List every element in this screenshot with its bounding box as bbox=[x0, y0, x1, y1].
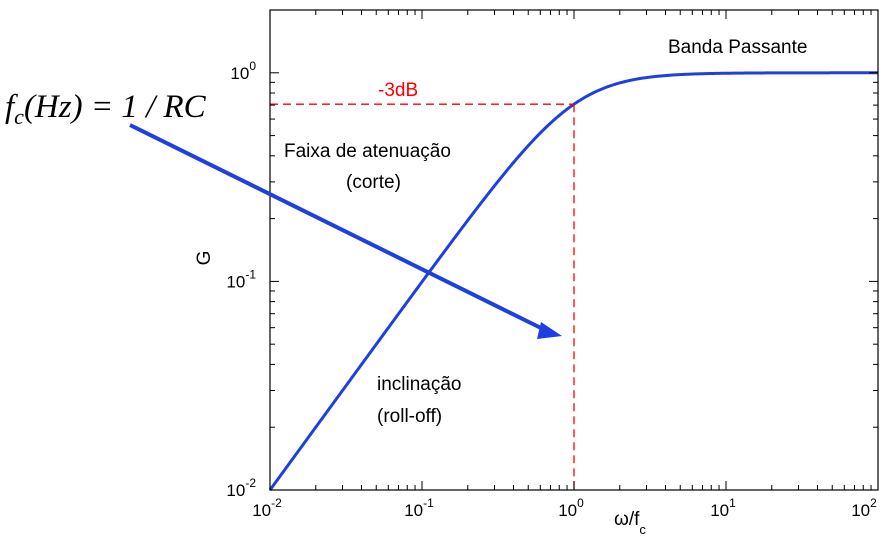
x-tick-label-exponent: -2 bbox=[271, 496, 282, 510]
x-tick-label-exponent: 0 bbox=[577, 496, 584, 510]
x-tick-label-exponent: 2 bbox=[870, 496, 877, 510]
y-tick-label-exponent: -2 bbox=[245, 476, 256, 490]
x-tick-label-base: 10 bbox=[851, 501, 870, 520]
minus-3db-label: -3dB bbox=[378, 80, 418, 101]
formula-rest: (Hz) = 1 / RC bbox=[24, 89, 207, 125]
y-tick-label: 10-1 bbox=[226, 267, 256, 291]
formula-subscript: c bbox=[14, 104, 24, 129]
y-axis-label: G bbox=[194, 251, 215, 266]
x-tick-label-base: 10 bbox=[404, 501, 423, 520]
x-tick-label: 100 bbox=[558, 496, 584, 520]
x-tick-label: 102 bbox=[851, 496, 877, 520]
x-tick-label: 10-1 bbox=[404, 496, 434, 520]
rolloff-label-line1: inclinação bbox=[377, 374, 462, 395]
x-axis-label-main: ω/f bbox=[614, 509, 640, 530]
y-tick-label-base: 10 bbox=[226, 272, 245, 291]
x-tick-label-base: 10 bbox=[252, 501, 271, 520]
attenuation-label-line1: Faixa de atenuação bbox=[284, 141, 451, 162]
tick-marks bbox=[269, 9, 878, 491]
rolloff-label-line2: (roll-off) bbox=[377, 406, 442, 427]
x-axis-label-subscript: c bbox=[639, 522, 646, 537]
y-tick-label-exponent: -1 bbox=[245, 267, 256, 281]
arrow-shaft bbox=[129, 123, 546, 332]
y-tick-label-base: 10 bbox=[230, 64, 249, 83]
arrow-head bbox=[537, 322, 562, 339]
x-tick-label-exponent: 1 bbox=[729, 496, 736, 510]
cutoff-formula: fc(Hz) = 1 / RC bbox=[5, 89, 207, 129]
y-tick-label-exponent: 0 bbox=[249, 59, 256, 73]
y-tick-label-base: 10 bbox=[226, 481, 245, 500]
x-tick-label-base: 10 bbox=[558, 501, 577, 520]
arrow bbox=[129, 123, 562, 339]
attenuation-label-line2: (corte) bbox=[346, 172, 401, 193]
x-tick-label: 101 bbox=[710, 496, 736, 520]
x-tick-label: 10-2 bbox=[252, 496, 282, 520]
reference-lines bbox=[270, 103, 575, 490]
x-axis-label: ω/fc bbox=[614, 509, 646, 537]
y-tick-label: 100 bbox=[230, 59, 256, 83]
passband-label: Banda Passante bbox=[668, 37, 807, 58]
x-tick-label-exponent: -1 bbox=[423, 496, 434, 510]
x-tick-label-base: 10 bbox=[710, 501, 729, 520]
y-tick-label: 10-2 bbox=[226, 476, 256, 500]
